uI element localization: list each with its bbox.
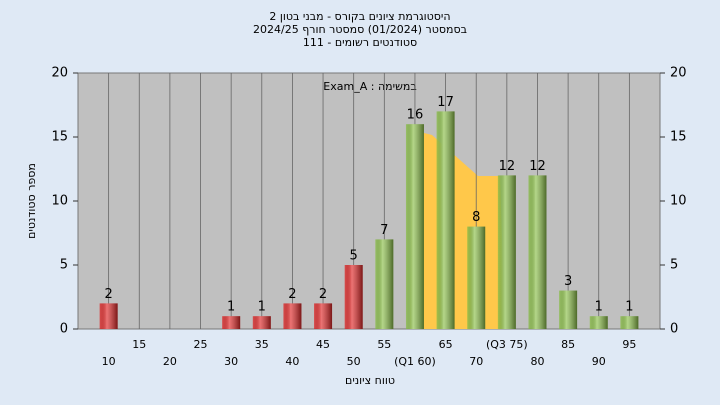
value-label: 2 [319,287,327,302]
value-label: 2 [288,287,296,302]
value-label: 16 [407,108,424,123]
x-tick-label: 50 [347,355,361,368]
value-label: 12 [529,159,546,174]
chart-subtitle: בסמסטר (01/2024) סמסטר חורף 2024/25 [253,23,467,36]
bar-shade [344,265,363,329]
y2-tick-label: 5 [670,258,678,273]
chart-subtitle: סטודנטים רשומים - 111 [303,36,417,49]
chart-title: היסטוגרמת ציונים בקורס - מבני בטון 2 [269,10,450,23]
y-tick-label: 5 [60,258,68,273]
bar-shade [314,303,333,329]
x-tick-label: 95 [622,338,636,351]
bar-shade [283,303,302,329]
bar-shade [222,316,241,329]
bar-shade [467,226,486,329]
x-tick-label: 85 [561,338,575,351]
value-label: 7 [380,223,388,238]
bar-shade [436,111,455,330]
x-tick-label: 20 [163,355,177,368]
y-axis-label: מספר סטודנטים [25,163,38,239]
y-tick-label: 15 [51,130,68,145]
value-label: 2 [104,287,112,302]
x-tick-label: 25 [194,338,208,351]
y2-tick-label: 10 [670,194,687,209]
bar-shade [589,316,608,329]
x-tick-label: 65 [439,338,453,351]
y2-tick-label: 20 [670,66,687,81]
x-tick-label: 45 [316,338,330,351]
y-tick-label: 20 [51,66,68,81]
x-tick-label: 80 [530,355,544,368]
bar-shade [559,290,578,329]
x-tick-label: 55 [377,338,391,351]
value-label: 3 [564,274,572,289]
value-label: 12 [499,159,516,174]
x-tick-label: 35 [255,338,269,351]
value-label: 5 [350,249,358,264]
y-tick-label: 10 [51,194,68,209]
x-tick-label: 15 [132,338,146,351]
x-tick-label: 10 [102,355,116,368]
value-label: 17 [437,95,454,110]
x-tick-label: 70 [469,355,483,368]
value-label: 1 [227,300,235,315]
bar-shade [528,175,547,329]
x-tick-label: 40 [285,355,299,368]
bar-shade [99,303,118,329]
bar-shade [620,316,639,329]
x-tick-label: (Q3 75) [486,338,528,351]
value-label: 1 [258,300,266,315]
y2-tick-label: 0 [670,322,678,337]
y2-tick-label: 15 [670,130,687,145]
x-tick-label: 90 [592,355,606,368]
plot-area [77,72,661,330]
value-label: 1 [625,300,633,315]
x-tick-label: (Q1 60) [394,355,436,368]
value-label: 1 [595,300,603,315]
y-tick-label: 0 [60,322,68,337]
x-tick-label: 30 [224,355,238,368]
x-axis-label: טווח ציונים [345,374,395,387]
bar-shade [405,124,424,329]
bar-shade [252,316,271,329]
bar-shade [497,175,516,329]
annotation: במשימה : Exam_A [323,80,416,93]
value-label: 8 [472,210,480,225]
bar-shade [375,239,394,329]
